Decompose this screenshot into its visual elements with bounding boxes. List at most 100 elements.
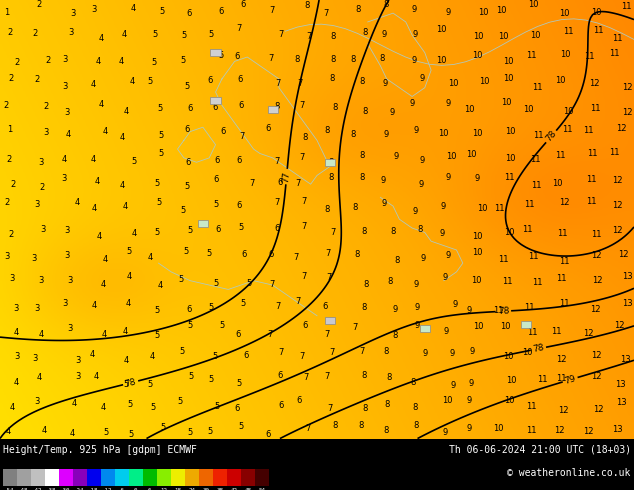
Text: 6: 6 (322, 302, 327, 311)
Text: 42: 42 (230, 488, 237, 490)
Text: -54: -54 (4, 488, 15, 490)
Text: 12: 12 (618, 250, 629, 259)
Text: 4: 4 (131, 4, 136, 14)
Text: 9: 9 (443, 327, 448, 336)
Text: 11: 11 (527, 328, 538, 337)
Text: 12: 12 (559, 406, 569, 415)
Text: 8: 8 (361, 227, 367, 236)
Text: 4: 4 (101, 403, 107, 412)
Text: 5: 5 (207, 249, 212, 258)
Text: 8: 8 (304, 1, 309, 10)
Bar (213, 469, 227, 486)
Text: 0: 0 (134, 488, 138, 490)
Text: 7: 7 (323, 9, 329, 18)
Text: 3: 3 (64, 226, 70, 235)
Text: 6: 6 (186, 9, 191, 18)
Text: 11: 11 (524, 303, 534, 312)
Text: 5: 5 (238, 223, 243, 232)
Text: 5: 5 (182, 31, 187, 40)
Text: 4: 4 (90, 349, 95, 359)
Text: 77: 77 (281, 171, 292, 183)
Text: 7: 7 (249, 179, 255, 189)
Text: 5: 5 (153, 30, 158, 39)
Text: 8: 8 (384, 347, 389, 356)
Text: 4: 4 (94, 372, 99, 381)
Text: 6: 6 (220, 127, 225, 136)
Text: 8: 8 (363, 106, 368, 116)
Text: 4: 4 (124, 106, 129, 116)
Text: -6: -6 (118, 488, 125, 490)
Text: 7: 7 (305, 424, 311, 433)
Text: 8: 8 (413, 421, 418, 430)
Text: 9: 9 (418, 180, 424, 189)
Text: 2: 2 (14, 58, 20, 67)
Text: 6: 6 (302, 321, 308, 330)
Text: 7: 7 (239, 132, 245, 141)
Text: 9: 9 (469, 379, 474, 389)
Text: 30: 30 (202, 488, 209, 490)
Text: 1: 1 (7, 125, 12, 134)
Text: 7: 7 (274, 198, 280, 207)
Text: 4: 4 (61, 155, 67, 164)
Text: 10: 10 (472, 129, 483, 138)
Text: 6: 6 (214, 156, 219, 165)
Text: 8: 8 (361, 371, 366, 380)
Text: 11: 11 (494, 306, 504, 315)
Text: 10: 10 (478, 8, 488, 17)
Text: 11: 11 (533, 278, 543, 287)
Text: 11: 11 (586, 197, 597, 206)
Text: 2: 2 (6, 155, 11, 164)
Text: -42: -42 (32, 488, 43, 490)
Text: 4: 4 (6, 427, 11, 436)
Text: 2: 2 (35, 75, 40, 84)
Text: 5: 5 (214, 200, 219, 209)
Text: 5: 5 (154, 331, 159, 340)
Text: 5: 5 (219, 321, 225, 330)
Bar (325, 317, 335, 324)
Text: 5: 5 (148, 77, 153, 86)
Text: 4: 4 (99, 34, 104, 43)
Text: 78: 78 (498, 306, 509, 316)
Text: 10: 10 (552, 179, 562, 188)
Text: 11: 11 (555, 150, 566, 160)
Text: -38: -38 (46, 488, 57, 490)
Text: 12: 12 (612, 176, 623, 185)
Text: 11: 11 (556, 374, 567, 383)
Text: 12: 12 (591, 250, 602, 260)
Text: 13: 13 (616, 397, 626, 407)
Text: 7: 7 (359, 347, 365, 356)
Text: 5: 5 (158, 104, 163, 113)
Bar (129, 469, 143, 486)
Text: 7: 7 (353, 323, 358, 332)
Text: 7: 7 (324, 330, 330, 339)
Text: 5: 5 (155, 228, 160, 237)
Text: 5: 5 (131, 157, 136, 166)
Text: 6: 6 (243, 351, 249, 360)
Text: 5: 5 (154, 179, 160, 188)
Text: 3: 3 (70, 9, 75, 18)
Text: 6: 6 (215, 225, 220, 234)
Text: 7: 7 (300, 352, 305, 361)
Text: 5: 5 (181, 206, 186, 216)
Text: 9: 9 (414, 280, 419, 289)
Text: 9: 9 (414, 303, 419, 312)
Text: 11: 11 (559, 257, 569, 266)
Text: 8: 8 (410, 378, 415, 387)
Text: 7: 7 (295, 179, 301, 188)
Text: 10: 10 (498, 32, 508, 41)
Text: 10: 10 (555, 76, 566, 85)
Text: 9: 9 (383, 79, 388, 89)
Text: 11: 11 (557, 229, 567, 238)
Text: 5: 5 (129, 430, 134, 439)
Text: 10: 10 (504, 228, 514, 237)
Text: 11: 11 (584, 52, 594, 61)
Text: 10: 10 (591, 8, 602, 17)
Text: 10: 10 (530, 31, 541, 40)
Text: 9: 9 (392, 305, 398, 314)
Text: 9: 9 (411, 5, 417, 14)
Text: 7: 7 (293, 253, 299, 262)
Text: 4: 4 (96, 232, 101, 241)
Text: 5: 5 (178, 396, 183, 406)
Text: 3: 3 (65, 251, 70, 260)
Text: 8: 8 (328, 158, 333, 167)
